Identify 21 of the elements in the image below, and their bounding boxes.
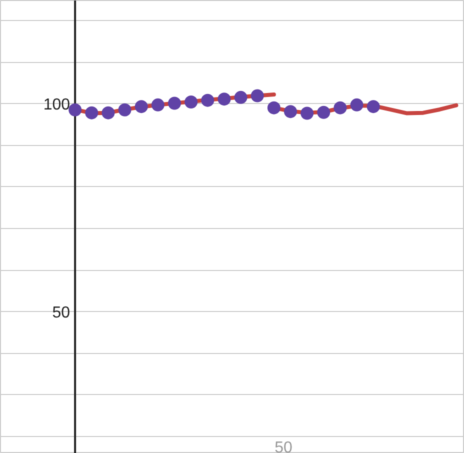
- point: [300, 106, 314, 120]
- point: [234, 90, 248, 104]
- point: [250, 89, 264, 102]
- point: [350, 98, 364, 112]
- point: [184, 96, 198, 108]
- y-tick-label: 100: [43, 96, 70, 114]
- point: [267, 101, 280, 114]
- point: [334, 101, 347, 114]
- point: [68, 103, 82, 116]
- point: [151, 98, 164, 112]
- point: [218, 92, 231, 106]
- point: [168, 96, 181, 110]
- point: [317, 106, 330, 119]
- point: [102, 106, 115, 120]
- point: [85, 106, 98, 120]
- annotation: 50: [274, 440, 293, 453]
- point: [134, 100, 148, 114]
- point: [201, 94, 214, 107]
- point: [366, 100, 380, 114]
- point: [118, 103, 132, 116]
- point: [284, 105, 297, 118]
